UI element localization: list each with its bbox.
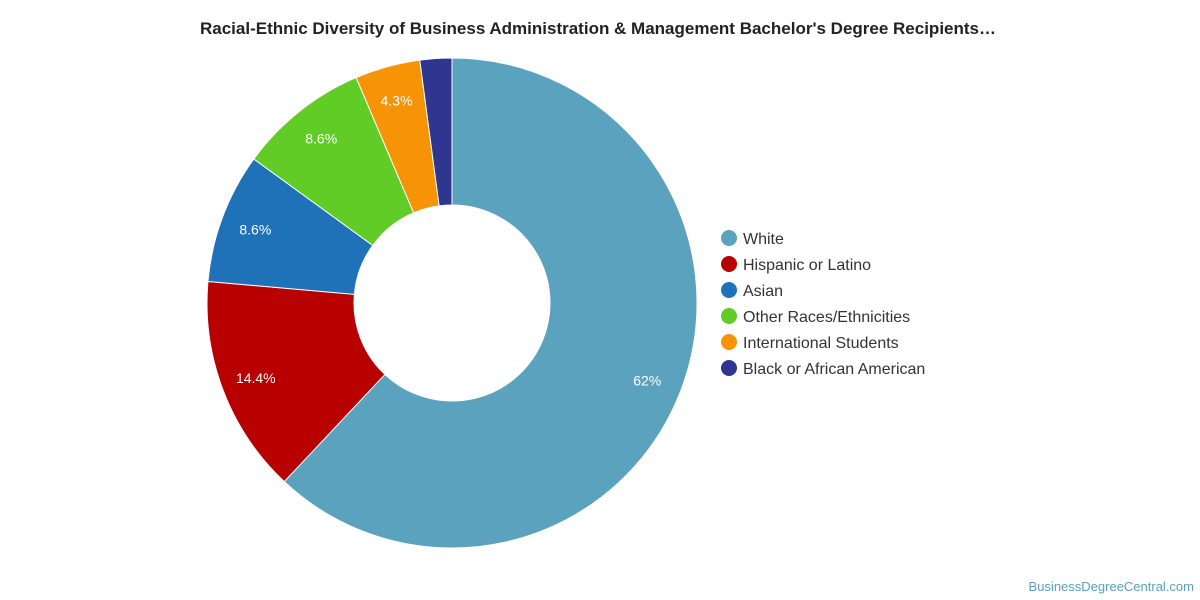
source-watermark: BusinessDegreeCentral.com (1029, 579, 1194, 594)
legend-item-other-races-ethnicities: Other Races/Ethnicities (721, 308, 910, 326)
slice-label-white: 62% (633, 372, 661, 388)
legend-label-other-races-ethnicities: Other Races/Ethnicities (743, 309, 910, 326)
legend-label-hispanic-or-latino: Hispanic or Latino (743, 257, 871, 274)
slice-black-or-african-american (419, 57, 453, 207)
legend-marker-hispanic-or-latino (721, 256, 737, 272)
slices (206, 57, 698, 549)
legend-item-white: White (721, 230, 784, 248)
slice-label-asian: 8.6% (239, 221, 271, 237)
legend-marker-other-races-ethnicities (721, 308, 737, 324)
chart-title: Racial-Ethnic Diversity of Business Admi… (200, 19, 996, 38)
slice-label-hispanic-or-latino: 14.4% (236, 370, 276, 386)
legend-marker-asian (721, 282, 737, 298)
slice-label-international-students: 4.3% (381, 92, 413, 108)
legend-marker-international-students (721, 334, 737, 350)
slice-hispanic-or-latino (206, 280, 386, 483)
slice-label-other-races-ethnicities: 8.6% (305, 131, 337, 147)
legend-label-asian: Asian (743, 283, 783, 300)
legend-item-asian: Asian (721, 282, 783, 300)
slice-white (283, 57, 698, 549)
legend-label-black-or-african-american: Black or African American (743, 361, 925, 378)
legend-marker-black-or-african-american (721, 360, 737, 376)
legend: White Hispanic or Latino Asian Other Races/… (721, 230, 925, 378)
legend-marker-white (721, 230, 737, 246)
legend-label-white: White (743, 231, 784, 248)
legend-item-international-students: International Students (721, 334, 899, 352)
legend-label-international-students: International Students (743, 335, 899, 352)
legend-item-black-or-african-american: Black or African American (721, 360, 925, 378)
slice-labels: 62% 14.4% 8.6% 8.6% 4.3% (236, 92, 661, 388)
legend-item-hispanic-or-latino: Hispanic or Latino (721, 256, 871, 274)
